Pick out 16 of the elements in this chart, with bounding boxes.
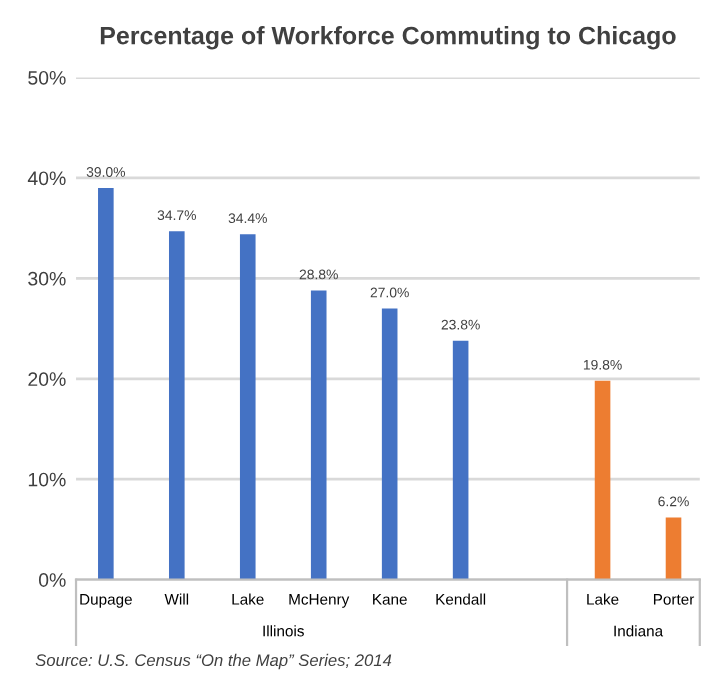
- y-tick-label: 0%: [38, 573, 66, 587]
- y-tick-label: 10%: [28, 472, 66, 487]
- bar: [381, 308, 398, 580]
- y-tick-label: 40%: [27, 171, 66, 186]
- y-tick-label: 30%: [28, 271, 66, 286]
- bar: [168, 231, 185, 580]
- y-tick-label: 20%: [28, 372, 66, 387]
- y-tick-label: 50%: [28, 70, 66, 85]
- bar: [98, 187, 114, 580]
- bar: [665, 517, 682, 580]
- bar: [239, 234, 256, 580]
- bar: [594, 380, 611, 580]
- bar: [452, 340, 469, 580]
- source-note: Source: U.S. Census “On the Map” Series; 2014: [35, 653, 392, 670]
- chart-title: Percentage of Workforce Commuting to Chicago: [100, 26, 676, 50]
- bar: [310, 290, 327, 580]
